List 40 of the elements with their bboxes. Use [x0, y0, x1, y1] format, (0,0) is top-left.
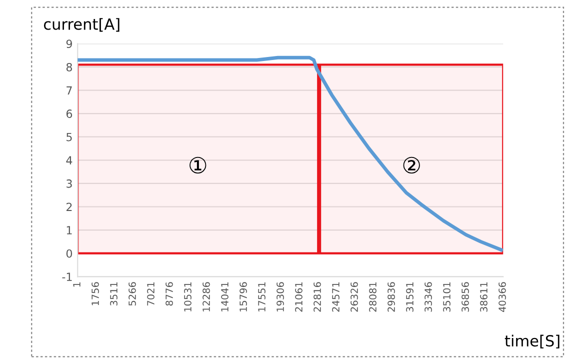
y-tick-label: 4 — [66, 156, 72, 164]
y-tick-label: 3 — [66, 179, 72, 188]
y-tick-label: 2 — [66, 202, 72, 211]
line-series — [78, 56, 504, 252]
x-tick-label: 7021 — [147, 282, 154, 306]
band-label: ② — [403, 156, 420, 174]
x-tick-label: 10531 — [184, 282, 192, 312]
x-tick-label: 19306 — [276, 282, 284, 312]
x-axis-title: time[S] — [504, 334, 560, 348]
x-tick-label: 15796 — [240, 282, 247, 312]
y-tick-label: 6 — [66, 110, 72, 118]
y-axis-title: current[A] — [44, 18, 120, 32]
band-label: ① — [190, 156, 206, 174]
x-tick-label: 5266 — [128, 282, 136, 306]
x-tick-label: 3511 — [110, 282, 118, 306]
y-tick-label: 9 — [66, 40, 72, 48]
x-tick-label: 36856 — [462, 282, 469, 312]
y-tick-label: 7 — [66, 86, 72, 94]
x-tick-label: 22816 — [314, 282, 321, 312]
x-tick-label: 8776 — [166, 282, 173, 306]
x-tick-label: 40366 — [498, 282, 506, 312]
x-tick-label: 31591 — [406, 282, 414, 312]
y-tick-label: 5 — [66, 132, 72, 142]
x-tick-label: 35101 — [443, 282, 450, 312]
x-tick-label: 14041 — [221, 282, 228, 312]
y-tick-label: 1 — [66, 226, 72, 234]
y-tick-label: 0 — [66, 249, 72, 258]
x-tick-label: 12286 — [202, 282, 210, 312]
x-tick-label: 38611 — [480, 282, 488, 312]
x-tick-label: 1 — [73, 282, 80, 287]
x-tick-label: 28081 — [369, 282, 376, 312]
y-tick-label: 8 — [66, 62, 72, 72]
y-tick-label: -1 — [62, 272, 72, 281]
x-tick-label: 26326 — [350, 282, 358, 312]
x-tick-label: 24571 — [332, 282, 340, 312]
x-tick-label: 33346 — [424, 282, 432, 312]
x-tick-label: 29836 — [388, 282, 395, 312]
x-tick-label: 17551 — [258, 282, 266, 312]
x-tick-label: 1756 — [92, 282, 99, 306]
x-tick-label: 21061 — [295, 282, 302, 312]
